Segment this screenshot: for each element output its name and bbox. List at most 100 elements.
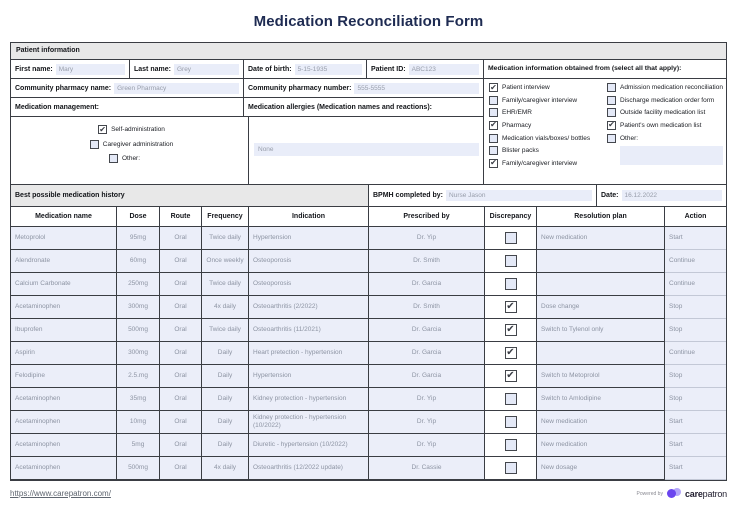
cell-prescriber: Dr. Yip — [369, 388, 485, 411]
cell-frequency: Daily — [202, 388, 249, 411]
medication-allergies-label: Medication allergies (Medication names a… — [248, 103, 432, 111]
cell-frequency: Daily — [202, 411, 249, 434]
date-of-birth-input[interactable]: 5-15-1935 — [294, 63, 362, 75]
option-label: Caregiver administration — [102, 140, 174, 148]
bpmh-date-field: Date: 16.12.2022 — [597, 185, 726, 206]
cell-dose: 300mg — [117, 342, 160, 365]
cell-medication: Ibuprofen — [11, 319, 117, 342]
cell-dose: 10mg — [117, 411, 160, 434]
patient-name-row: First name: Mary Last name: Grey Date of… — [11, 60, 483, 79]
cell-resolution — [537, 273, 665, 296]
other-input[interactable] — [620, 146, 723, 166]
checkbox-discrepancy[interactable] — [504, 438, 517, 451]
cell-medication: Acetaminophen — [11, 434, 117, 457]
cell-route: Oral — [160, 342, 202, 365]
option-label: Pharmacy — [502, 121, 532, 129]
checkbox-discrepancy[interactable] — [504, 415, 517, 428]
checkbox-discrepancy[interactable] — [504, 254, 517, 267]
checkbox-outside-facility-medication-list[interactable] — [607, 108, 616, 118]
carepatron-link[interactable]: https://www.carepatron.com/ — [10, 489, 111, 498]
cell-action: Continue — [665, 342, 726, 365]
checkbox-blister-packs[interactable] — [489, 146, 498, 156]
checkbox-discrepancy[interactable] — [504, 369, 517, 382]
checkbox-discharge-medication-order-form[interactable] — [607, 95, 616, 105]
checkbox-discrepancy[interactable] — [504, 461, 517, 474]
checkbox-discrepancy[interactable] — [504, 277, 517, 290]
option-self-administration: Self-administration — [98, 125, 165, 134]
checkbox-discrepancy[interactable] — [504, 231, 517, 244]
pharmacy-name-label: Community pharmacy name: — [15, 84, 112, 92]
cell-action: Start — [665, 411, 726, 434]
cell-route: Oral — [160, 319, 202, 342]
bpmh-completed-by-label: BPMH completed by: — [373, 192, 444, 199]
patient-id-input[interactable]: ABC123 — [408, 63, 479, 75]
option-label: Other: — [620, 134, 639, 142]
checkbox-admission-medication-reconciliation[interactable] — [607, 83, 616, 92]
bpmh-date-input[interactable]: 16.12.2022 — [621, 190, 722, 201]
pharmacy-name-field: Community pharmacy name: Green Pharmacy — [11, 79, 244, 97]
checkbox-other[interactable] — [108, 154, 118, 164]
checkbox-patient-interview[interactable] — [489, 83, 498, 92]
option-patient-interview: Patient interview — [489, 83, 607, 92]
cell-dose: 35mg — [117, 388, 160, 411]
checkbox-discrepancy[interactable] — [504, 392, 517, 405]
pharmacy-number-input[interactable]: 555-5555 — [354, 82, 479, 94]
checkbox-ehr-emr[interactable] — [489, 108, 498, 118]
powered-by-label: Powered by — [636, 490, 663, 497]
option-caregiver-administration: Caregiver administration — [89, 139, 174, 149]
last-name-label: Last name: — [134, 65, 171, 73]
option-other: Other: — [607, 133, 723, 143]
checkbox-family-caregiver-interview[interactable] — [489, 95, 498, 105]
medication-allergies-input[interactable]: None — [254, 143, 479, 156]
option-family-caregiver-interview: Family/caregiver interview — [489, 158, 607, 168]
cell-medication: Acetaminophen — [11, 411, 117, 434]
medication-sources-column-2: Admission medication reconciliation Disch… — [607, 83, 723, 182]
date-of-birth-field: Date of birth: 5-15-1935 — [244, 60, 367, 78]
cell-resolution: Switch to Amlodipine — [537, 388, 665, 411]
cell-action: Continue — [665, 273, 726, 296]
cell-indication: Osteoporosis — [249, 273, 369, 296]
checkbox-caregiver-administration[interactable] — [89, 139, 99, 149]
option-label: Family/caregiver interview — [502, 96, 578, 104]
date-of-birth-label: Date of birth: — [248, 65, 292, 73]
cell-medication: Alendronate — [11, 250, 117, 273]
cell-prescriber: Dr. Yip — [369, 411, 485, 434]
cell-indication: Kidney protection - hypertension (10/202… — [249, 411, 369, 434]
cell-resolution: Switch to Tylenol only — [537, 319, 665, 342]
bpmh-completed-by-input[interactable]: Nurse Jason — [446, 190, 592, 201]
column-header-action: Action — [665, 207, 726, 227]
powered-by-block: Powered by carepatron — [637, 488, 727, 499]
checkbox-self-administration[interactable] — [98, 125, 108, 134]
cell-medication: Acetaminophen — [11, 296, 117, 319]
column-header-indication: Indication — [249, 207, 369, 227]
checkbox-discrepancy[interactable] — [504, 323, 517, 336]
checkbox-patient-s-own-medication-list[interactable] — [607, 120, 616, 130]
cell-resolution: Switch to Metoprolol — [537, 365, 665, 388]
checkbox-discrepancy[interactable] — [504, 346, 517, 359]
cell-action: Continue — [665, 250, 726, 273]
option-other: Other: — [108, 154, 154, 164]
cell-medication: Felodipine — [11, 365, 117, 388]
cell-discrepancy — [485, 319, 537, 342]
first-name-input[interactable]: Mary — [55, 63, 125, 75]
checkbox-family-caregiver-interview[interactable] — [489, 158, 498, 168]
cell-medication: Acetaminophen — [11, 388, 117, 411]
cell-route: Oral — [160, 365, 202, 388]
checkbox-discrepancy[interactable] — [504, 300, 517, 313]
patient-information-section: First name: Mary Last name: Grey Date of… — [11, 60, 726, 185]
cell-action: Stop — [665, 365, 726, 388]
option-label: Discharge medication order form — [620, 96, 715, 104]
cell-dose: 5mg — [117, 434, 160, 457]
last-name-input[interactable]: Grey — [173, 63, 239, 75]
option-outside-facility-medication-list: Outside facility medication list — [607, 108, 723, 118]
checkbox-pharmacy[interactable] — [489, 120, 498, 130]
bpmh-history-label: Best possible medication history — [15, 192, 125, 199]
cell-resolution: New medication — [537, 411, 665, 434]
pharmacy-name-input[interactable]: Green Pharmacy — [114, 82, 239, 94]
cell-indication: Hypertension — [249, 365, 369, 388]
management-allergies-label-row: Medication management: Medication allerg… — [11, 98, 483, 117]
cell-prescriber: Dr. Garcia — [369, 319, 485, 342]
checkbox-medication-vials-boxes-bottles[interactable] — [489, 133, 498, 143]
checkbox-other[interactable] — [607, 133, 616, 143]
medication-management-label-cell: Medication management: — [11, 98, 244, 116]
